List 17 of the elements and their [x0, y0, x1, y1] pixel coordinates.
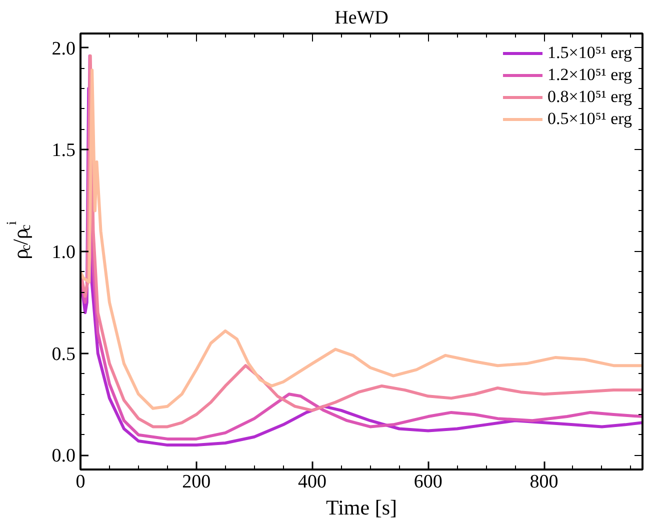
y-tick-label: 1.5 — [52, 140, 76, 162]
y-tick-label: 2.0 — [52, 38, 76, 60]
legend-label: 1.5×10⁵¹ erg — [547, 43, 632, 63]
y-tick-label: 1.0 — [52, 242, 76, 263]
y-tick-label: 0.0 — [52, 446, 76, 467]
y-tick-label: 0.5 — [52, 344, 76, 365]
x-tick-label: 800 — [530, 472, 558, 492]
x-tick-label: 400 — [298, 472, 327, 492]
x-tick-label: 200 — [182, 472, 211, 492]
legend-label: 1.2×10⁵¹ erg — [547, 65, 632, 85]
x-tick-label: 0 — [76, 472, 86, 492]
legend-label: 0.8×10⁵¹ erg — [547, 87, 632, 107]
y-axis-title: ρc/ρci — [5, 221, 34, 260]
x-tick-label: 600 — [414, 472, 442, 492]
x-axis-title: Time [s] — [326, 496, 398, 520]
legend-label: 0.5×10⁵¹ erg — [547, 109, 632, 129]
chart-title: HeWD — [334, 8, 388, 28]
